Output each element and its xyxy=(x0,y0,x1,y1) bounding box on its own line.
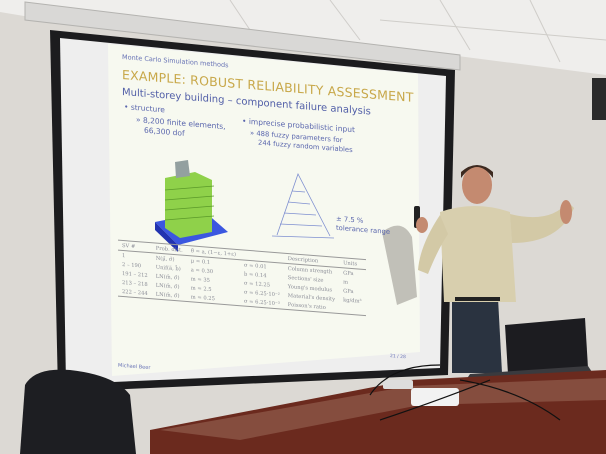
speaker-person xyxy=(414,165,574,373)
bullet-structure: • structure xyxy=(124,102,165,115)
sub-bullet-cont: 66,300 dof xyxy=(144,125,185,138)
tolerance-label: tolerance range xyxy=(336,223,391,237)
slide-section: Monte Carlo Simulation methods xyxy=(122,52,229,70)
building-model-image xyxy=(155,160,228,252)
table-cell: 222 – 244 xyxy=(122,288,148,297)
office-chair xyxy=(20,369,136,454)
parameter-table: SV # Prob. dist. θ̃ = a, (1−ε, 1+ε) Desc… xyxy=(118,240,366,316)
fuzzy-membership-diagram xyxy=(271,172,335,239)
screen-housing xyxy=(24,1,461,71)
cables xyxy=(369,364,561,421)
bullet-text: structure xyxy=(130,102,165,115)
table-cell: LN(m̃, σ̃) xyxy=(155,291,180,299)
speaker-shadow xyxy=(382,225,417,305)
small-device xyxy=(383,380,413,389)
ceiling-grid xyxy=(229,0,606,63)
table-cell: σ = 6.25·10⁻³ xyxy=(243,298,280,307)
slide-background xyxy=(108,44,420,376)
table-cell xyxy=(339,304,366,316)
wall-speaker xyxy=(592,78,606,120)
desk-device xyxy=(411,388,459,406)
desk-reflection xyxy=(160,378,606,440)
slide-author: Michael Beer xyxy=(118,362,151,372)
slide-page-number: 21 / 28 xyxy=(390,354,406,361)
slide: Monte Carlo Simulation methods EXAMPLE: … xyxy=(110,44,415,398)
